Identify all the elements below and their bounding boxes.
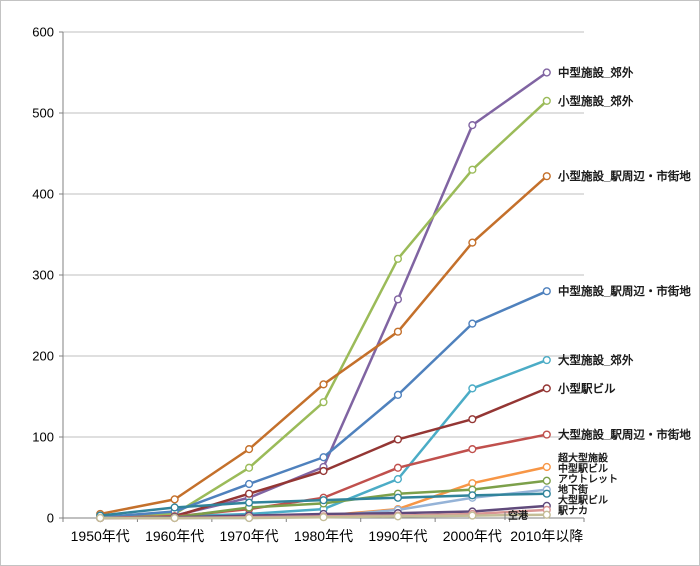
x-tick-label: 1990年代	[368, 528, 427, 544]
x-tick-label: 1950年代	[71, 528, 130, 544]
data-point-marker	[170, 495, 179, 504]
y-tick-label: 200	[32, 349, 54, 364]
series-end-label: 大型施設_駅周辺・市街地	[558, 428, 691, 442]
data-point-marker	[393, 390, 403, 399]
data-point-marker	[244, 513, 254, 523]
data-point-marker	[319, 398, 328, 407]
data-point-marker	[319, 513, 328, 522]
data-point-marker	[244, 463, 254, 472]
data-point-marker	[542, 287, 551, 296]
series-end-label: 小型施設_郊外	[557, 94, 634, 108]
x-tick-label: 1970年代	[219, 528, 278, 544]
data-point-marker	[542, 476, 551, 485]
data-point-marker	[542, 96, 551, 105]
series-end-label: 駅ナカ	[557, 505, 588, 517]
y-tick-label: 300	[32, 268, 54, 283]
data-point-marker	[319, 380, 328, 389]
data-point-marker	[393, 493, 403, 502]
data-point-marker	[468, 491, 477, 500]
data-point-marker	[393, 512, 403, 521]
series-end-label: 小型施設_駅周辺・市街地	[557, 169, 691, 183]
data-point-marker	[468, 165, 477, 174]
x-tick-label: 1980年代	[294, 528, 353, 544]
data-point-marker	[244, 445, 254, 454]
y-tick-label: 600	[32, 25, 54, 40]
series-end-label-airport: 空港	[508, 509, 529, 522]
data-point-marker	[393, 463, 403, 472]
data-point-marker	[319, 453, 328, 462]
data-point-marker	[319, 496, 328, 505]
y-tick-label: 100	[32, 430, 54, 445]
series-end-label: 中型施設_駅周辺・市街地	[558, 284, 691, 298]
data-point-marker	[542, 430, 551, 439]
series-end-label: 中型施設_郊外	[558, 66, 634, 80]
x-tick-label: 2010年以降	[510, 528, 583, 544]
series-end-label: 地下街	[558, 483, 588, 496]
series-end-label: アウトレット	[558, 473, 618, 485]
data-point-marker	[244, 498, 254, 507]
series-end-label: 小型駅ビル	[557, 381, 616, 395]
data-point-marker	[393, 295, 403, 304]
data-point-marker	[319, 466, 328, 476]
series-end-label: 中型駅ビル	[558, 462, 608, 475]
x-tick-label: 1960年代	[145, 528, 204, 544]
data-point-marker	[542, 462, 551, 472]
data-point-marker	[468, 319, 477, 328]
data-point-marker	[468, 238, 477, 247]
data-point-marker	[542, 510, 551, 519]
data-point-marker	[393, 254, 403, 263]
data-point-marker	[244, 479, 254, 489]
x-tick-label: 2000年代	[443, 528, 502, 544]
series-end-label: 大型施設_郊外	[558, 353, 634, 367]
series-end-label: 超大型施設	[557, 451, 609, 464]
data-point-marker	[542, 384, 551, 393]
data-point-marker	[468, 511, 477, 520]
data-point-marker	[393, 327, 403, 336]
data-point-marker	[96, 513, 105, 523]
data-point-marker	[468, 384, 477, 393]
y-tick-label: 0	[47, 511, 54, 526]
data-point-marker	[542, 68, 551, 77]
data-point-marker	[170, 503, 179, 512]
data-point-marker	[468, 445, 477, 454]
data-point-marker	[393, 475, 403, 484]
data-point-marker	[468, 415, 477, 424]
series-end-label: 大型駅ビル	[558, 493, 608, 506]
data-point-marker	[542, 172, 551, 181]
data-point-marker	[170, 513, 179, 523]
data-point-marker	[542, 489, 551, 498]
data-point-marker	[468, 121, 477, 130]
data-point-marker	[542, 355, 551, 365]
y-tick-label: 400	[32, 187, 54, 202]
data-point-marker	[393, 435, 403, 444]
y-tick-label: 500	[32, 106, 54, 121]
data-point-marker	[244, 489, 254, 498]
